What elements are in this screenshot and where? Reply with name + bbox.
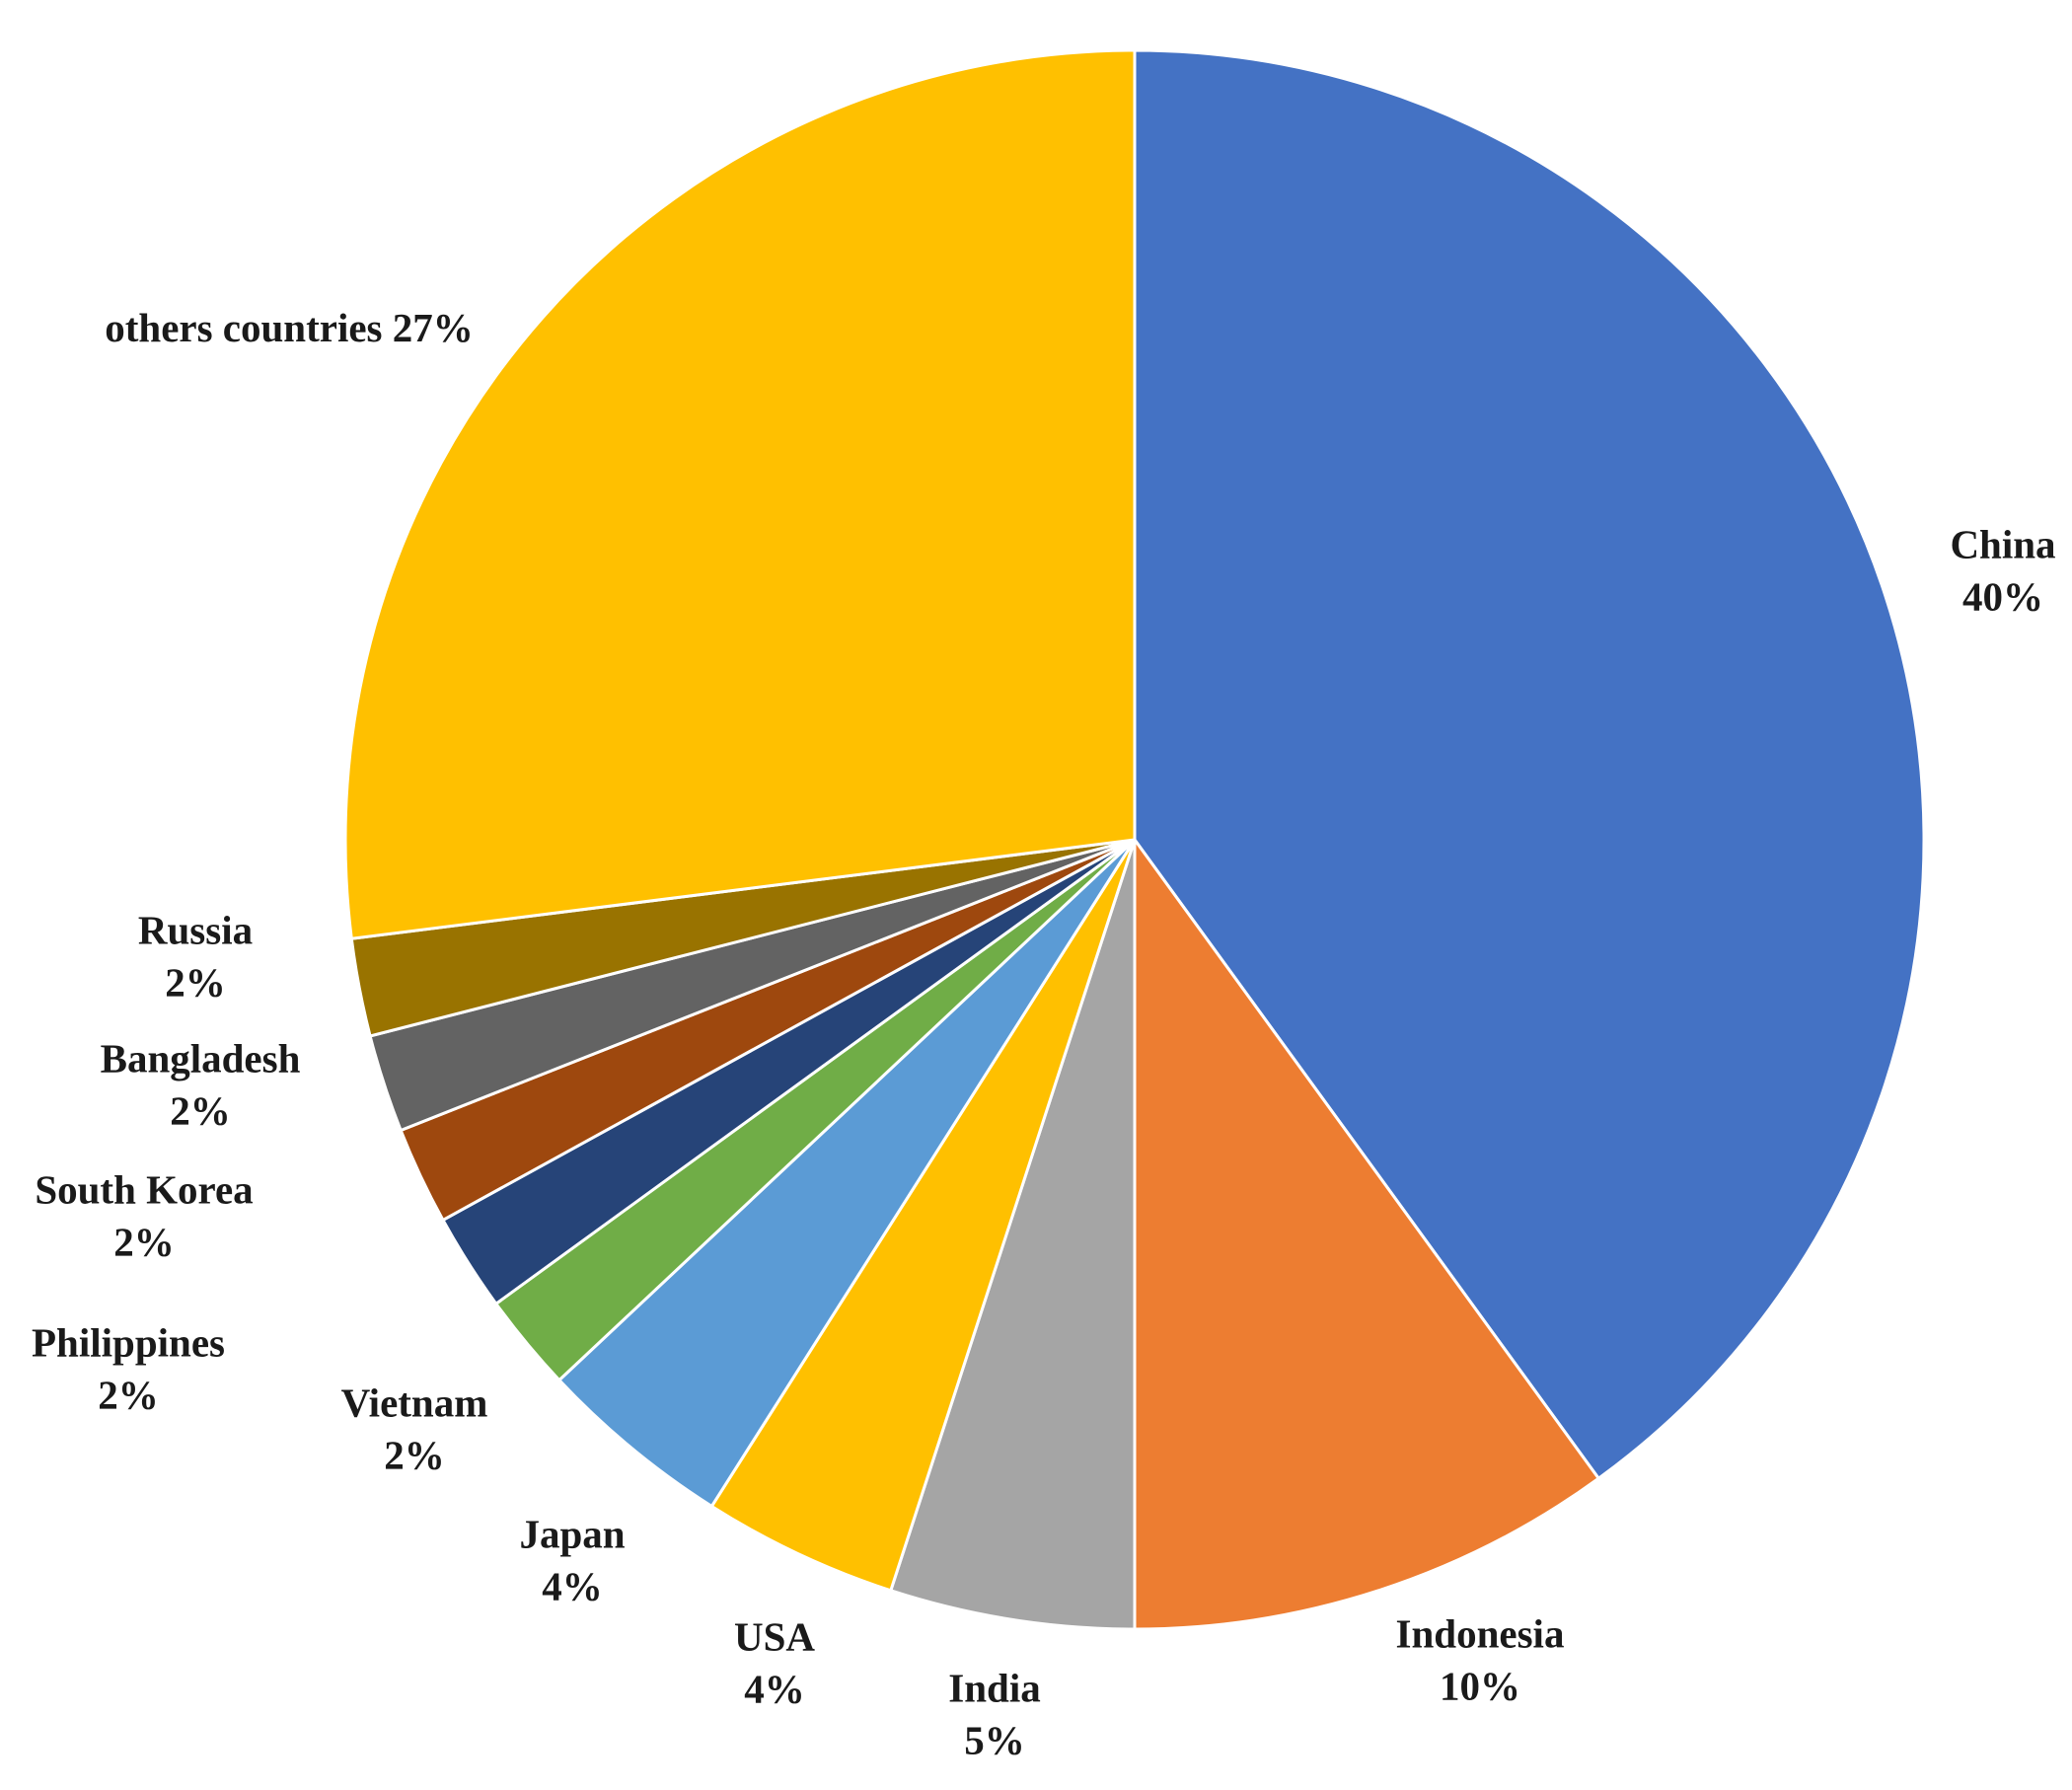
data-label-name: Japan [519,1512,625,1557]
data-label-china: China 40% [1950,522,2055,620]
pie-labels: China 40% Indonesia 10% India 5% USA 4% Japan 4% V… [32,305,2056,1763]
data-label-name: India [948,1666,1040,1711]
data-label-value: 40% [1962,574,2043,620]
data-label-value: 4% [744,1667,805,1712]
data-label-name: Indonesia [1396,1611,1565,1657]
data-label-value: 2% [170,1088,231,1134]
data-label-value: 2% [384,1433,445,1478]
data-label-value: 2% [98,1373,159,1418]
data-label-others-countries: others countries 27% [105,305,474,350]
pie-slice-china [1133,48,1926,1480]
pie-slices [343,48,1926,1631]
pie-slice-usa [709,838,1137,1593]
data-label-name: USA [734,1614,815,1660]
data-label-philippines: Philippines 2% [32,1320,225,1418]
data-label-value: others countries 27% [105,305,474,350]
data-label-vietnam: Vietnam 2% [341,1380,488,1478]
data-label-india: India 5% [948,1666,1040,1763]
pie-slice-others-countries [343,48,1137,940]
data-label-value: 2% [165,960,226,1006]
data-label-value: 2% [113,1220,175,1265]
data-label-name: South Korea [35,1167,253,1213]
data-label-name: Vietnam [341,1380,488,1426]
data-label-bangladesh: Bangladesh 2% [101,1036,301,1134]
data-label-value: 5% [964,1718,1025,1763]
data-label-south-korea: South Korea 2% [35,1167,253,1265]
pie-slice-japan [557,838,1137,1508]
data-label-name: China [1950,522,2055,567]
data-label-indonesia: Indonesia 10% [1396,1611,1565,1709]
data-label-russia: Russia 2% [138,908,253,1006]
data-label-name: Bangladesh [101,1036,301,1081]
data-label-name: Philippines [32,1320,225,1366]
data-label-name: Russia [138,908,253,953]
data-label-japan: Japan 4% [519,1512,625,1609]
pie-slice-indonesia [1133,838,1600,1631]
data-label-value: 4% [542,1564,603,1609]
data-label-value: 10% [1440,1664,1520,1709]
pie-slice-india [889,838,1137,1631]
data-label-usa: USA 4% [734,1614,815,1712]
